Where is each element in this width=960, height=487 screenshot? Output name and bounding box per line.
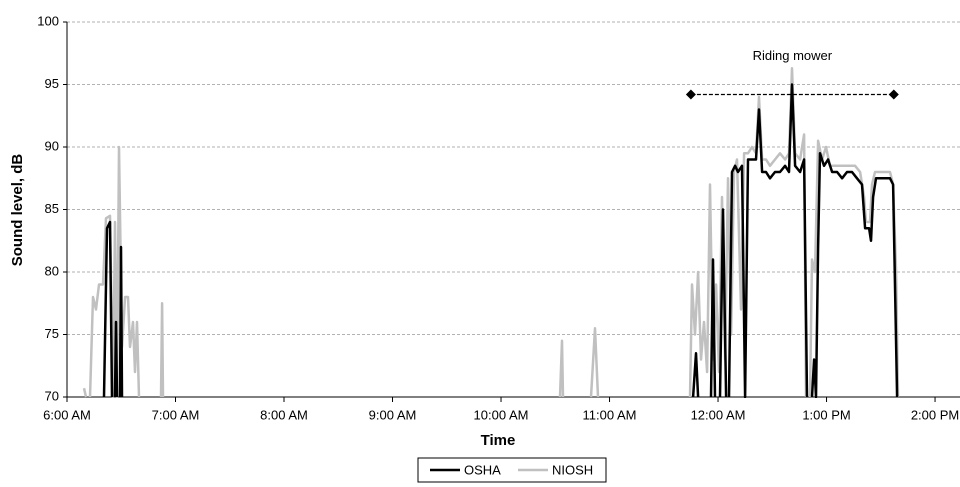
x-tick-label: 7:00 AM [152,407,200,422]
annotation-marker [888,89,899,100]
legend-label: OSHA [464,462,501,477]
x-tick-label: 9:00 AM [369,407,417,422]
y-tick-label: 70 [45,388,59,403]
x-tick-label: 6:00 AM [43,407,91,422]
x-axis-title: Time [481,432,516,449]
y-tick-label: 85 [45,201,59,216]
y-tick-label: 80 [45,263,59,278]
x-tick-label: 8:00 AM [260,407,308,422]
legend-label: NIOSH [552,462,593,477]
y-axis-title: Sound level, dB [9,154,26,267]
y-tick-label: 100 [37,13,59,28]
x-tick-label: 1:00 PM [802,407,850,422]
x-tick-label: 11:00 AM [583,407,637,422]
y-tick-label: 75 [45,326,59,341]
annotation-marker [685,89,696,100]
x-tick-label: 10:00 AM [474,407,529,422]
annotation-label: Riding mower [753,48,833,63]
series-line [102,83,899,398]
x-tick-label: 12:00 AM [691,407,746,422]
y-tick-label: 95 [45,76,59,91]
series-line [82,67,900,398]
y-tick-label: 90 [45,138,59,153]
x-tick-label: 2:00 PM [911,407,959,422]
